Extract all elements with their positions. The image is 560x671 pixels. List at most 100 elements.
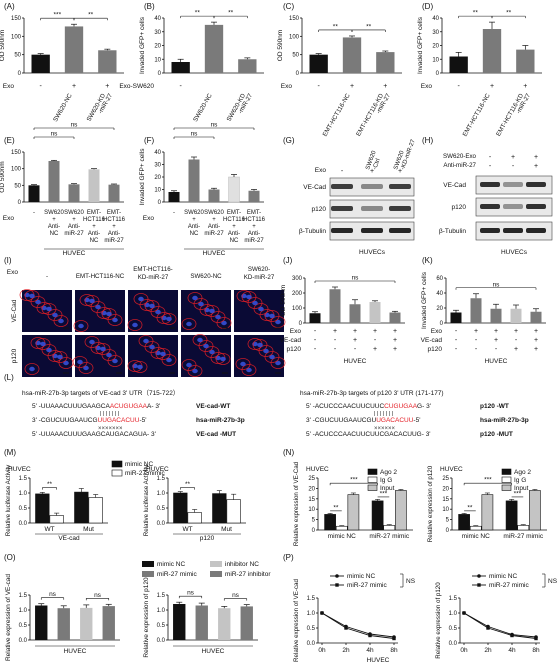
bar bbox=[28, 185, 40, 202]
if-nucleus bbox=[52, 312, 58, 318]
sig-label: *** bbox=[514, 490, 522, 497]
if-col-label: KD-miR-27 bbox=[138, 274, 169, 281]
y-tick-label: 0.5 bbox=[157, 506, 166, 512]
blot-lane-plus: - bbox=[489, 154, 492, 161]
bar bbox=[369, 302, 381, 323]
blot-band bbox=[331, 206, 353, 211]
row-value: + bbox=[494, 328, 498, 335]
bar bbox=[195, 605, 208, 640]
y-axis-label: Invaded GFP+ cells bbox=[417, 16, 424, 74]
y-tick-label: 10 bbox=[154, 57, 161, 63]
x-tick-label: Mut bbox=[83, 526, 94, 533]
bar bbox=[376, 52, 395, 73]
y-tick-label: 300 bbox=[292, 276, 303, 282]
row-value: - bbox=[495, 346, 498, 353]
seq-line: 5' -ACUCCCAACUUCUUCGACACUUG- 3' bbox=[306, 431, 431, 438]
if-membrane bbox=[215, 353, 231, 365]
bar bbox=[324, 514, 336, 531]
if-membrane bbox=[161, 354, 177, 366]
y-tick-label: 0.5 bbox=[157, 623, 166, 629]
x-tick-label: 8h bbox=[390, 647, 398, 654]
legend-label: Ig G bbox=[380, 477, 392, 484]
if-membrane bbox=[187, 292, 203, 304]
if-nucleus bbox=[29, 293, 35, 299]
if-membrane bbox=[72, 356, 88, 368]
row-value: HCT116 bbox=[223, 217, 246, 223]
row-value: - bbox=[39, 83, 42, 90]
row-value: + bbox=[393, 337, 397, 344]
if-membrane bbox=[24, 290, 40, 302]
sig-label: ns bbox=[51, 131, 59, 138]
sig-label: *** bbox=[54, 12, 62, 19]
seq-line: 3' -CGUCUUGAAUCGUUGACACUU-5' bbox=[306, 417, 420, 424]
x-tick-label: 0h bbox=[318, 647, 326, 654]
bar bbox=[228, 176, 240, 203]
if-nucleus bbox=[106, 352, 112, 358]
if-nucleus bbox=[149, 344, 155, 350]
bar bbox=[449, 56, 468, 73]
legend-label: miR-27 mimic bbox=[489, 582, 529, 589]
blot-band bbox=[389, 228, 411, 233]
row-value: NC bbox=[90, 238, 99, 244]
blot-anti-label: Anti-miR-27 bbox=[443, 162, 476, 169]
legend-label: miR-27 mimic bbox=[125, 470, 165, 477]
bar bbox=[470, 298, 482, 323]
seq-line: 5' -UUAAACUUUGAAGCAUGACAGUA- 3' bbox=[32, 431, 156, 438]
bar bbox=[35, 605, 48, 640]
row-value: + bbox=[92, 224, 96, 230]
if-membrane bbox=[132, 361, 148, 373]
x-tick-label: SW620-NC bbox=[192, 92, 214, 123]
static-layer: (A) (B) (C) (D) (E) (F) (G) (H) (I) (J) (K) (L) (M) (… bbox=[4, 2, 529, 562]
row-value: + bbox=[373, 328, 377, 335]
y-tick-label: 5 bbox=[312, 518, 316, 524]
y-axis-label: Relative expression of p120 bbox=[427, 465, 434, 542]
row-value: + bbox=[212, 217, 216, 223]
row-value: SW620 bbox=[44, 210, 64, 216]
y-axis-label: Invaded GFP+ cells bbox=[421, 271, 428, 329]
bar bbox=[80, 607, 93, 640]
row-value: - bbox=[334, 337, 337, 344]
y-tick-label: 150 bbox=[11, 150, 22, 156]
seq-label: p120 -MUT bbox=[480, 431, 513, 438]
bar bbox=[490, 308, 502, 323]
row-value: + bbox=[523, 83, 527, 90]
blot-band bbox=[331, 184, 353, 189]
legend-marker bbox=[335, 574, 339, 578]
if-nucleus bbox=[46, 306, 52, 312]
sig-label: ** bbox=[333, 504, 339, 511]
bar bbox=[383, 525, 396, 531]
if-membrane bbox=[210, 311, 226, 323]
bar bbox=[74, 491, 89, 524]
y-axis-label: Invaded GFP+ cells bbox=[139, 16, 146, 74]
blot-lane-label: - bbox=[341, 168, 344, 175]
if-col-label: SW620- bbox=[248, 266, 270, 273]
y-tick-label: 200 bbox=[292, 291, 303, 297]
y-tick-label: 0.5 bbox=[19, 623, 28, 629]
if-membrane bbox=[204, 346, 220, 358]
blot-cell-label: HUVECs bbox=[359, 249, 386, 256]
row-value: NC bbox=[190, 231, 199, 237]
if-membrane bbox=[204, 305, 220, 317]
if-nucleus bbox=[83, 365, 89, 371]
if-nucleus bbox=[220, 356, 226, 362]
bar bbox=[173, 492, 188, 524]
y-tick-label: 1.5 bbox=[157, 593, 166, 599]
y-tick-label: 0.0 bbox=[307, 641, 316, 647]
if-membrane bbox=[187, 365, 203, 377]
if-membrane bbox=[192, 334, 208, 346]
bar bbox=[226, 499, 241, 524]
row-value: miR-27 bbox=[244, 238, 264, 244]
y-tick-label: 30 bbox=[154, 30, 161, 36]
x-tick-label: WT bbox=[44, 526, 54, 533]
chart-title: HUVEC bbox=[146, 466, 169, 473]
row-value: + bbox=[252, 224, 256, 230]
y-tick-label: 50 bbox=[292, 53, 299, 59]
row-value: - bbox=[515, 337, 518, 344]
blot-exo-label: SW620-Exo bbox=[443, 153, 477, 160]
row-value: + bbox=[232, 224, 236, 230]
row-value: + bbox=[393, 346, 397, 353]
sig-label: ** bbox=[473, 10, 479, 17]
if-nucleus bbox=[137, 364, 143, 370]
blot-band bbox=[480, 182, 500, 187]
